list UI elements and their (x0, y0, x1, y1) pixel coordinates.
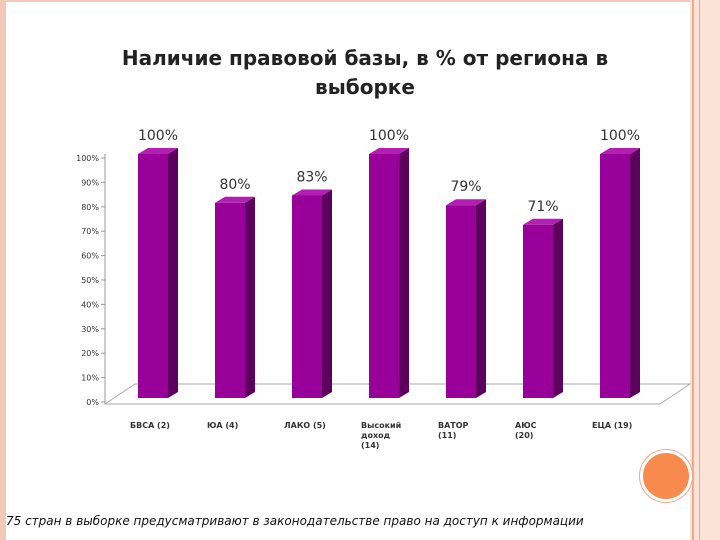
bar-top (523, 218, 563, 225)
y-tick-label: 80% (81, 203, 99, 212)
bar (600, 154, 630, 398)
bar-side (630, 148, 640, 398)
decorative-circle (640, 450, 692, 502)
x-tick-label: АЮС (20) (515, 421, 537, 440)
slide-caption: 75 стран в выборке предусматривают в зак… (6, 514, 584, 528)
bar-top (292, 189, 332, 196)
bar (215, 202, 245, 398)
slide-top-border (0, 0, 720, 2)
y-tick-label: 20% (81, 349, 99, 358)
chart-title: Наличие правовой базы, в % от региона в … (121, 46, 609, 99)
bar (369, 154, 399, 398)
x-tick-label: ЮА (4) (207, 421, 238, 430)
x-tick-label: ЕЦА (19) (592, 421, 632, 430)
slide-left-border (0, 0, 6, 540)
data-label: 100% (600, 128, 640, 144)
data-label: 71% (527, 199, 558, 215)
bar-top (446, 199, 486, 206)
x-tick-label: Высокий доход (14) (361, 421, 401, 450)
bar (523, 224, 553, 398)
y-tick-label: 0% (86, 398, 99, 407)
x-tick-label: ЛАКО (5) (284, 421, 326, 430)
bar (138, 154, 168, 398)
chart-floor (103, 383, 692, 405)
y-tick-label: 10% (81, 374, 99, 383)
chart-labels: 100% БВСА (2) 80% ЮА (4) 83% ЛАКО (5) 100% Высо… (130, 128, 640, 450)
bar-top (369, 148, 409, 154)
slide-right-border (690, 0, 720, 540)
bar (446, 205, 476, 398)
chart-bars (138, 148, 640, 398)
data-label: 83% (296, 169, 327, 185)
slide-right-border-line (699, 0, 700, 540)
chart-axes: 0% 10% 20% 30% 40% 50% 60% 70% 80% 90% 100% (76, 154, 692, 407)
data-label: 80% (219, 177, 250, 193)
data-label: 79% (450, 179, 481, 195)
y-tick-label: 50% (81, 276, 99, 285)
y-tick-label: 60% (81, 252, 99, 261)
bar-top (600, 148, 640, 154)
x-tick-label: БВСА (2) (130, 421, 170, 430)
bar-side (168, 148, 178, 398)
y-tick-label: 40% (81, 300, 99, 309)
y-tick-label: 30% (81, 325, 99, 334)
bar-top (138, 148, 178, 154)
bar-side (476, 199, 486, 398)
bar-side (399, 148, 409, 398)
y-tick-label: 100% (76, 154, 99, 163)
data-label: 100% (138, 128, 178, 144)
bar-side (553, 218, 563, 398)
slide-right-border-line (692, 0, 694, 540)
data-label: 100% (369, 128, 409, 144)
bar-top (215, 196, 255, 203)
bar (292, 195, 322, 398)
bar-side (245, 196, 255, 398)
y-tick-label: 70% (81, 227, 99, 236)
x-tick-label: ВАТОР (11) (438, 421, 469, 440)
bar-side (322, 189, 332, 398)
y-tick-label: 90% (81, 178, 99, 187)
